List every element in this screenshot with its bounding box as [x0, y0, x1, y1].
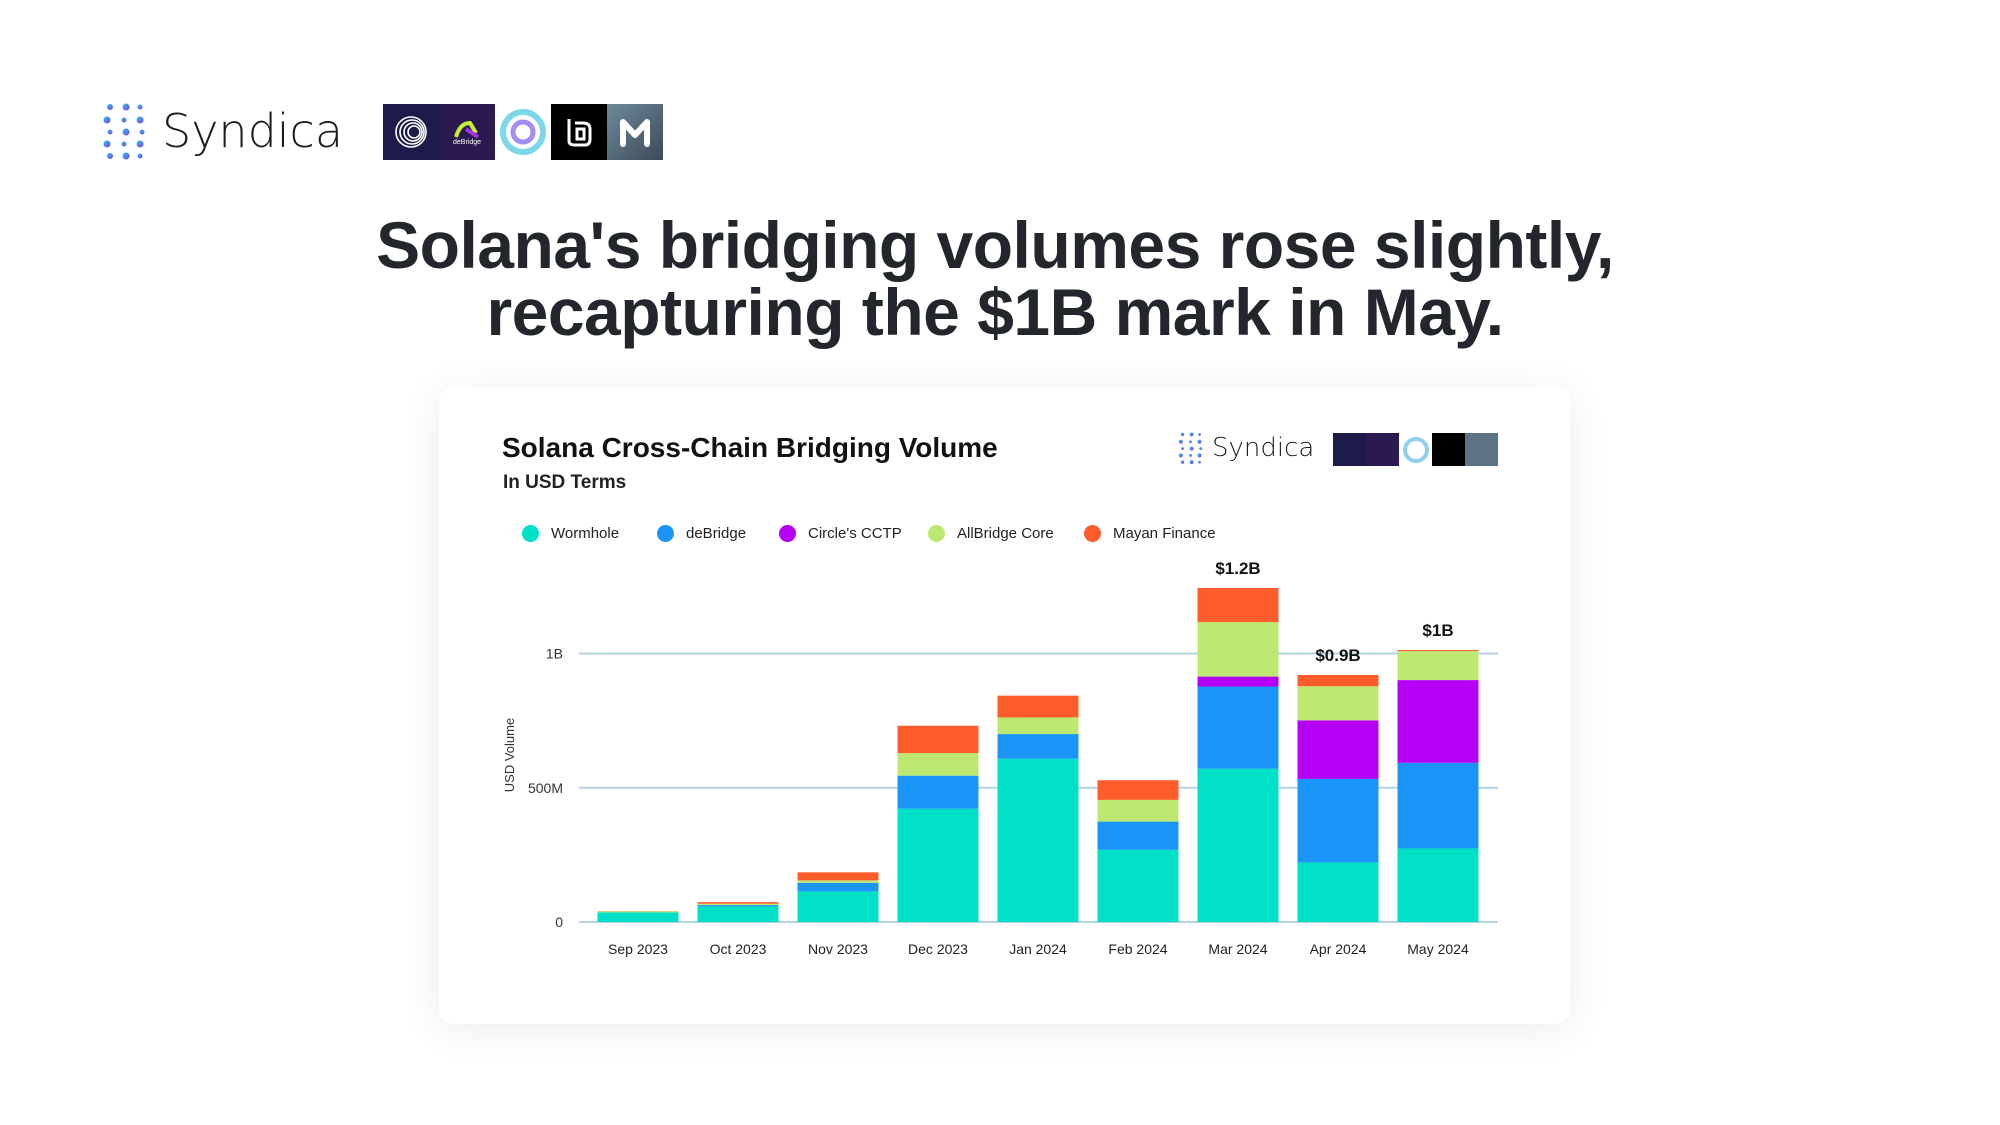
bar-segment-wormhole: [797, 891, 879, 922]
y-tick-label: 500M: [528, 780, 563, 796]
bar-segment-mayan-finance: [797, 872, 879, 881]
bar-segment-debridge: [997, 734, 1079, 759]
bar-segment-wormhole: [1197, 768, 1279, 922]
total-label: $1B: [1422, 621, 1453, 640]
syndica-logo-icon: [1178, 432, 1203, 465]
headline-line-1: Solana's bridging volumes rose slightly,: [376, 208, 1614, 282]
x-tick-label: May 2024: [1407, 941, 1469, 957]
bar-segment-mayan-finance: [1197, 587, 1279, 623]
y-axis-label: USD Volume: [502, 718, 517, 792]
allbridge-logo-icon: [551, 104, 607, 160]
syndica-logo-icon: [103, 103, 145, 160]
bar-segment-mayan-finance: [1397, 650, 1479, 652]
brand-name: Syndica: [162, 104, 344, 158]
bar-segment-allbridge-core: [1097, 799, 1179, 822]
wormhole-logo-icon: [383, 104, 439, 160]
circle-logo-icon: [1399, 433, 1432, 466]
legend-swatch: [928, 525, 945, 542]
card-syndica-brand: Syndica: [1178, 431, 1314, 465]
y-tick-label: 1B: [546, 646, 563, 662]
bar-segment-mayan-finance: [1297, 674, 1379, 687]
total-label: $1.2B: [1215, 559, 1260, 578]
chart-subtitle: In USD Terms: [503, 472, 627, 493]
bar-segment-allbridge-core: [897, 753, 979, 776]
bar-segment-wormhole: [897, 808, 979, 922]
total-label: $0.9B: [1315, 646, 1360, 665]
bar-segment-debridge: [897, 775, 979, 809]
bar-segment-debridge: [1297, 778, 1379, 863]
bar-segment-wormhole: [997, 758, 1079, 922]
bar-segment-allbridge-core: [1297, 686, 1379, 721]
card-partner-logos: [1333, 433, 1498, 466]
bar-segment-debridge: [1197, 686, 1279, 769]
legend-wormhole: Wormhole: [522, 525, 619, 542]
debridge-logo-icon: deBridge: [439, 104, 495, 160]
bar-segment-debridge: [697, 905, 779, 907]
legend-swatch: [779, 525, 796, 542]
bar-segment-wormhole: [1397, 848, 1479, 922]
partner-logos: deBridge: [383, 104, 663, 160]
bar-segment-allbridge-core: [697, 903, 779, 906]
circle-logo-icon: [495, 104, 551, 160]
legend-allbridge: AllBridge Core: [928, 525, 1054, 542]
mayan-logo-icon: [1465, 433, 1498, 466]
headline-line-2: recapturing the $1B mark in May.: [486, 275, 1504, 349]
bar-segment-circle-s-cctp: [1297, 720, 1379, 779]
chart-title: Solana Cross-Chain Bridging Volume: [502, 432, 998, 463]
x-tick-label: Sep 2023: [608, 941, 668, 957]
x-tick-label: Jan 2024: [1009, 941, 1067, 957]
x-tick-label: Mar 2024: [1208, 941, 1267, 957]
bar-segment-mayan-finance: [897, 725, 979, 754]
bar-segment-wormhole: [1097, 849, 1179, 922]
legend-mayan: Mayan Finance: [1084, 525, 1216, 542]
bar-segment-mayan-finance: [997, 695, 1079, 718]
bar-segment-mayan-finance: [1097, 780, 1179, 800]
debridge-logo-icon: [1366, 433, 1399, 466]
mayan-logo-icon: [607, 104, 663, 160]
legend-swatch: [1084, 525, 1101, 542]
allbridge-logo-icon: [1432, 433, 1465, 466]
legend-cctp: Circle's CCTP: [779, 525, 902, 542]
y-tick-label: 0: [555, 914, 563, 930]
bar-segment-circle-s-cctp: [1397, 680, 1479, 763]
legend-debridge: deBridge: [657, 525, 746, 542]
bar-segment-allbridge-core: [797, 880, 879, 883]
headline: Solana's bridging volumes rose slightly,…: [0, 212, 1990, 346]
bar-segment-mayan-finance: [697, 902, 779, 904]
bar-segment-wormhole: [1297, 862, 1379, 922]
bar-segment-allbridge-core: [1397, 651, 1479, 681]
bar-segment-allbridge-core: [997, 717, 1079, 735]
syndica-brand: Syndica: [102, 102, 343, 160]
x-tick-label: Dec 2023: [908, 941, 968, 957]
bar-segment-debridge: [1097, 821, 1179, 850]
bar-segment-wormhole: [697, 906, 779, 922]
card-brand-name: Syndica: [1212, 433, 1315, 463]
x-tick-label: Oct 2023: [710, 941, 767, 957]
bar-segment-allbridge-core: [597, 911, 679, 913]
x-tick-label: Feb 2024: [1108, 941, 1167, 957]
bar-segment-debridge: [797, 882, 879, 892]
bar-segment-circle-s-cctp: [1197, 676, 1279, 687]
bar-segment-debridge: [1397, 762, 1479, 849]
bar-segment-allbridge-core: [1197, 622, 1279, 677]
x-tick-label: Apr 2024: [1310, 941, 1367, 957]
legend-swatch: [522, 525, 539, 542]
wormhole-logo-icon: [1333, 433, 1366, 466]
bar-segment-wormhole: [597, 912, 679, 922]
x-tick-label: Nov 2023: [808, 941, 868, 957]
legend-swatch: [657, 525, 674, 542]
